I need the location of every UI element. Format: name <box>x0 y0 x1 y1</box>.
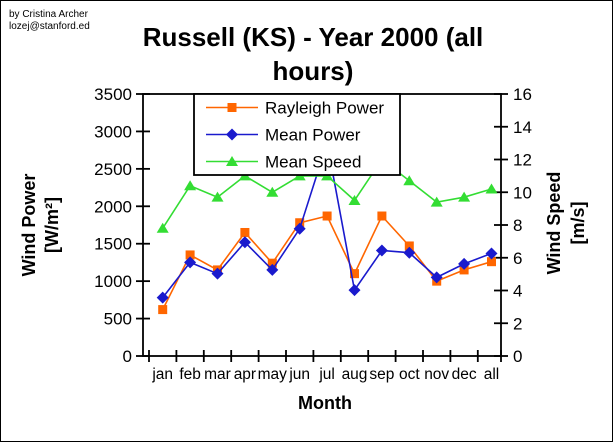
month-label-oct: oct <box>399 366 420 383</box>
left-axis-tick-label: 1000 <box>94 272 132 291</box>
legend-layer: Rayleigh Power Mean Power Mean Speed <box>193 93 401 176</box>
chart-title-line-2: hours) <box>273 56 354 86</box>
marker-rayleigh-power <box>487 257 496 267</box>
month-label-feb: feb <box>179 366 201 383</box>
right-axis-tick-label: 0 <box>513 347 522 366</box>
right-axis-tick-label: 12 <box>513 151 532 170</box>
legend-label-mean-power: Mean Power <box>265 126 361 145</box>
left-axis-tick-label: 0 <box>123 347 132 366</box>
right-axis-tick-label: 10 <box>513 183 532 202</box>
month-label-apr: apr <box>234 366 256 383</box>
left-axis-title-line-1: Wind Power <box>19 174 39 277</box>
marker-rayleigh-power <box>377 211 387 221</box>
legend-item-rayleigh-power: Rayleigh Power <box>206 99 384 118</box>
month-label-nov: nov <box>424 366 449 383</box>
marker-mean-power <box>156 291 169 304</box>
legend-label-mean-speed: Mean Speed <box>265 153 361 172</box>
marker-mean-speed <box>458 191 471 202</box>
month-label-jun: jun <box>288 366 310 383</box>
right-axis-title-line-2: [m/s] <box>568 201 588 244</box>
marker-rayleigh-power <box>350 269 359 279</box>
marker-rayleigh-power <box>158 305 168 315</box>
left-axis-tick-label: 3000 <box>94 122 132 141</box>
marker-mean-speed <box>266 186 279 197</box>
legend-swatch-marker-rayleigh-power <box>227 103 237 112</box>
left-axis-title-line-2: [W/m²] <box>42 197 62 253</box>
right-axis-tick-label: 8 <box>513 216 522 235</box>
credit-line-1: by Cristina Archer <box>9 9 89 20</box>
x-axis-title: Month <box>298 393 352 413</box>
right-axis-tick-label: 14 <box>513 118 532 137</box>
marker-mean-power <box>184 256 197 269</box>
month-label-jan: jan <box>151 366 173 383</box>
marker-rayleigh-power <box>240 227 250 237</box>
left-axis-tick-label: 1500 <box>94 235 132 254</box>
marker-mean-power <box>430 271 443 284</box>
left-axis-tick-label: 2500 <box>94 160 132 179</box>
marker-mean-power <box>348 284 361 297</box>
marker-mean-power <box>458 257 471 270</box>
marker-rayleigh-power <box>267 258 277 268</box>
marker-rayleigh-power <box>185 250 195 260</box>
right-axis-tick-label: 16 <box>513 85 532 104</box>
left-axis-tick-label: 2000 <box>94 197 132 216</box>
month-label-sep: sep <box>369 366 394 383</box>
month-label-mar: mar <box>204 366 231 383</box>
marker-rayleigh-power <box>322 211 332 221</box>
right-axis-tick-label: 6 <box>513 249 522 268</box>
marker-mean-power <box>403 246 416 259</box>
legend-swatch-marker-mean-power <box>226 128 238 141</box>
legend-label-rayleigh-power: Rayleigh Power <box>265 99 384 118</box>
right-axis-tick-label: 4 <box>513 282 522 301</box>
month-label-all: all <box>484 366 500 383</box>
legend-swatch-marker-mean-speed <box>226 156 238 166</box>
marker-rayleigh-power <box>404 241 414 251</box>
chart-title-line-1: Russell (KS) - Year 2000 (all <box>143 22 484 52</box>
marker-mean-power <box>238 236 251 249</box>
credit-line-2: lozej@stanford.ed <box>9 21 90 32</box>
marker-mean-power <box>293 222 306 235</box>
legend-item-mean-speed: Mean Speed <box>206 153 361 172</box>
month-label-jul: jul <box>318 366 335 383</box>
marker-mean-speed <box>403 175 416 186</box>
marker-mean-speed <box>348 194 361 205</box>
marker-mean-speed <box>211 191 224 202</box>
left-axis-tick-label: 500 <box>104 310 132 329</box>
marker-mean-power <box>266 263 279 276</box>
right-axis-title-line-1: Wind Speed <box>544 172 564 275</box>
month-label-dec: dec <box>452 366 477 383</box>
marker-mean-power <box>211 267 224 280</box>
marker-mean-speed <box>485 183 498 194</box>
left-axis-tick-label: 3500 <box>94 85 132 104</box>
month-label-aug: aug <box>342 366 368 383</box>
month-label-may: may <box>258 366 288 383</box>
marker-mean-power <box>375 244 388 257</box>
legend-item-mean-power: Mean Power <box>206 126 361 145</box>
marker-mean-speed <box>184 180 197 191</box>
marker-mean-power <box>485 247 498 260</box>
marker-mean-speed <box>156 222 169 233</box>
right-axis-tick-label: 2 <box>513 314 522 333</box>
marker-mean-speed <box>430 196 443 207</box>
